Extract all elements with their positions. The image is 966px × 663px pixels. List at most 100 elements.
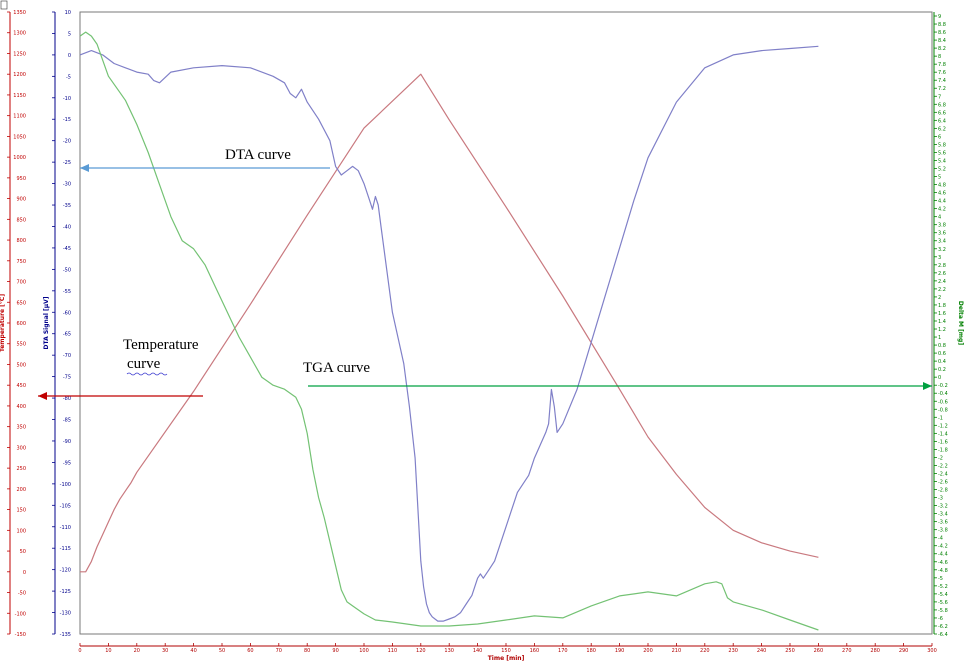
y-tick-label: 300 (16, 445, 26, 451)
y-tick-label: 600 (16, 321, 26, 327)
y-tick-label: -5.2 (938, 584, 948, 590)
y-tick-label: -2.4 (938, 471, 948, 477)
y-tick-label: 850 (16, 217, 26, 223)
y-tick-label: 5 (938, 175, 941, 181)
y-tick-label: 6.8 (938, 102, 946, 108)
annotation-tga-label: TGA curve (303, 360, 370, 376)
x-tick-label: 40 (190, 648, 196, 654)
y-tick-label: -95 (63, 460, 71, 466)
y-tick-label: -1.2 (938, 423, 948, 429)
series-layer (79, 31, 819, 631)
x-tick-label: 200 (643, 648, 653, 654)
x-axis-title: Time [min] (488, 655, 525, 662)
annotation-layer: DTA curve Temperature curve TGA curve (38, 147, 932, 400)
y-tick-label: 4.2 (938, 207, 946, 213)
y-tick-label: -120 (60, 568, 71, 574)
annotation-dta-label: DTA curve (225, 147, 291, 163)
y-axis-temperature: -150 -100 -50 0 50 100 150 200 250 300 350 400 450 50… (0, 10, 26, 638)
series-line-temperature (80, 73, 819, 573)
y-tick-label: -90 (63, 439, 71, 445)
y-tick-label: 3.8 (938, 223, 946, 229)
y-tick-label: -3.4 (938, 512, 948, 518)
y-tick-label: 7 (938, 94, 941, 100)
y-tick-label: -1.8 (938, 447, 948, 453)
y-tick-label: 5 (68, 31, 71, 37)
y-tick-label: 350 (16, 425, 26, 431)
y-tick-label: 900 (16, 197, 26, 203)
y-tick-label: -2 (938, 455, 943, 461)
plot-frame (79, 11, 933, 635)
y-tick-label: 5.4 (938, 158, 946, 164)
y-tick-label: -150 (15, 632, 26, 638)
x-tick-label: 90 (332, 648, 338, 654)
y-tick-label: -20 (63, 139, 71, 145)
y-tick-label: -85 (63, 418, 71, 424)
y-tick-label: 8 (938, 54, 941, 60)
x-tick-label: 0 (78, 648, 81, 654)
x-tick-label: 30 (162, 648, 168, 654)
y-tick-label: -5.8 (938, 608, 948, 614)
y-tick-label: 200 (16, 487, 26, 493)
x-tick-label: 60 (247, 648, 253, 654)
y-tick-label: -105 (60, 503, 71, 509)
y-tick-label: -40 (63, 224, 71, 230)
y-tick-label: 6.6 (938, 110, 946, 116)
x-tick-label: 180 (586, 648, 596, 654)
y-tick-label: 8.6 (938, 30, 946, 36)
y-tick-label: 0.8 (938, 343, 946, 349)
x-tick-label: 260 (814, 648, 824, 654)
y-tick-label: 750 (16, 259, 26, 265)
y-tick-label: 700 (16, 280, 26, 286)
x-tick-label: 230 (728, 648, 738, 654)
y-tick-label: 3.2 (938, 247, 946, 253)
y-tick-label: -100 (60, 482, 71, 488)
annotation-temperature-label: Temperature curve (123, 337, 199, 372)
y-tick-label: -3.2 (938, 504, 948, 510)
y-tick-label: -100 (15, 611, 26, 617)
y-tick-label: -50 (63, 267, 71, 273)
y-tick-label: -6 (938, 616, 943, 622)
y-tick-label: -5.4 (938, 592, 948, 598)
y-tick-label: -0.2 (938, 383, 948, 389)
y-tick-label: 100 (16, 528, 26, 534)
y-tick-label: -115 (60, 546, 71, 552)
x-tick-label: 190 (615, 648, 625, 654)
tga-annotation-arrow-head (923, 382, 932, 390)
x-tick-label: 170 (558, 648, 568, 654)
y-tick-label: 3.4 (938, 239, 946, 245)
x-tick-label: 20 (134, 648, 140, 654)
y-tick-label: 250 (16, 466, 26, 472)
y-tick-label: 1300 (13, 31, 26, 37)
y-tick-label: -2.6 (938, 480, 948, 486)
x-tick-label: 80 (304, 648, 310, 654)
y-tick-label: 7.6 (938, 70, 946, 76)
y-tick-label: -5.6 (938, 600, 948, 606)
x-tick-label: 280 (870, 648, 880, 654)
y-tick-label: -75 (63, 375, 71, 381)
y-tick-label: 1.4 (938, 319, 946, 325)
y-tick-label: 800 (16, 238, 26, 244)
y-tick-label: -1.4 (938, 431, 948, 437)
y-tick-label: 650 (16, 300, 26, 306)
y-tick-label: -130 (60, 611, 71, 617)
y-tick-label: 5.6 (938, 150, 946, 156)
y-tick-label: 2 (938, 295, 941, 301)
y-tick-label: -30 (63, 182, 71, 188)
y-tick-label: 7.2 (938, 86, 946, 92)
y-tick-label: 0 (938, 375, 941, 381)
y-tick-label: -70 (63, 353, 71, 359)
y-tick-label: 8.8 (938, 22, 946, 28)
y-tick-label: 2.4 (938, 279, 946, 285)
y-tick-label: 1250 (13, 51, 26, 57)
y-tick-label: 7.4 (938, 78, 946, 84)
x-tick-label: 70 (276, 648, 282, 654)
dta-annotation-arrow (80, 164, 330, 172)
y-tick-label: -1.6 (938, 439, 948, 445)
y-tick-label: 400 (16, 404, 26, 410)
y-tick-label: 10 (65, 10, 71, 16)
y-tick-label: 1350 (13, 10, 26, 16)
y-tick-label: -35 (63, 203, 71, 209)
x-tick-label: 100 (359, 648, 369, 654)
y-tick-label: 8.2 (938, 46, 946, 52)
